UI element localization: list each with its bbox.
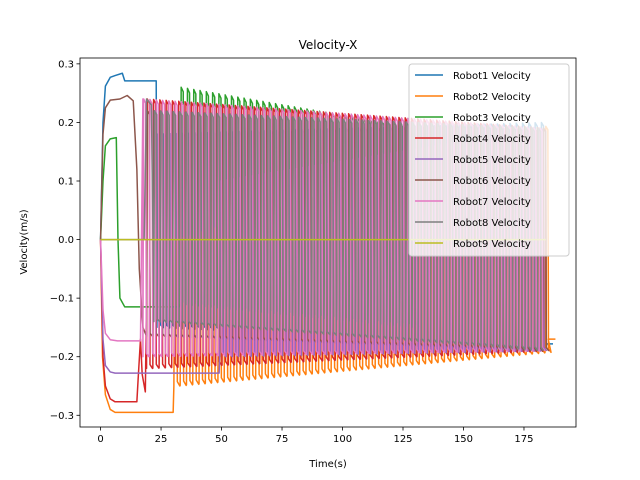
legend-label: Robot4 Velocity <box>453 134 531 145</box>
legend-label: Robot6 Velocity <box>453 176 531 187</box>
x-tick-label: 125 <box>393 434 412 445</box>
series-layer <box>99 72 556 414</box>
legend-box <box>408 63 570 257</box>
y-tick-label: 0.2 <box>58 118 74 129</box>
legend-label: Robot9 Velocity <box>453 239 531 250</box>
plot-frame <box>79 57 577 428</box>
x-tick-label: 100 <box>333 434 352 445</box>
series-line-robot7 <box>99 98 546 358</box>
legend-label: Robot2 Velocity <box>453 92 531 103</box>
x-tick-label: 175 <box>514 434 533 445</box>
x-tick-label: 50 <box>215 434 228 445</box>
y-tick-label: 0.3 <box>58 59 74 70</box>
y-axis: −0.3 −0.2 −0.1 0.0 0.1 0.2 0.3 <box>50 59 80 422</box>
legend-label: Robot1 Velocity <box>453 71 531 82</box>
x-axis: 0 25 50 75 100 125 150 175 <box>97 427 534 445</box>
y-axis-label: Velocity(m/s) <box>19 209 30 274</box>
x-tick-label: 150 <box>454 434 473 445</box>
series-line-robot4 <box>99 98 550 403</box>
y-tick-label: 0.1 <box>58 177 74 188</box>
chart-title: Velocity-X <box>299 38 358 52</box>
legend-label: Robot3 Velocity <box>453 113 531 124</box>
y-tick-label: −0.2 <box>50 352 74 363</box>
y-tick-label: −0.1 <box>50 294 74 305</box>
legend-label: Robot5 Velocity <box>453 155 531 166</box>
y-tick-label: −0.3 <box>50 411 74 422</box>
y-tick-label: 0.0 <box>58 235 74 246</box>
legend: Robot1 Velocity Robot2 Velocity Robot3 Vel… <box>408 63 570 257</box>
x-tick-label: 0 <box>97 434 103 445</box>
legend-label: Robot8 Velocity <box>453 218 531 229</box>
x-tick-label: 75 <box>276 434 289 445</box>
x-tick-label: 25 <box>155 434 168 445</box>
legend-label: Robot7 Velocity <box>453 197 531 208</box>
x-axis-label: Time(s) <box>308 459 347 470</box>
